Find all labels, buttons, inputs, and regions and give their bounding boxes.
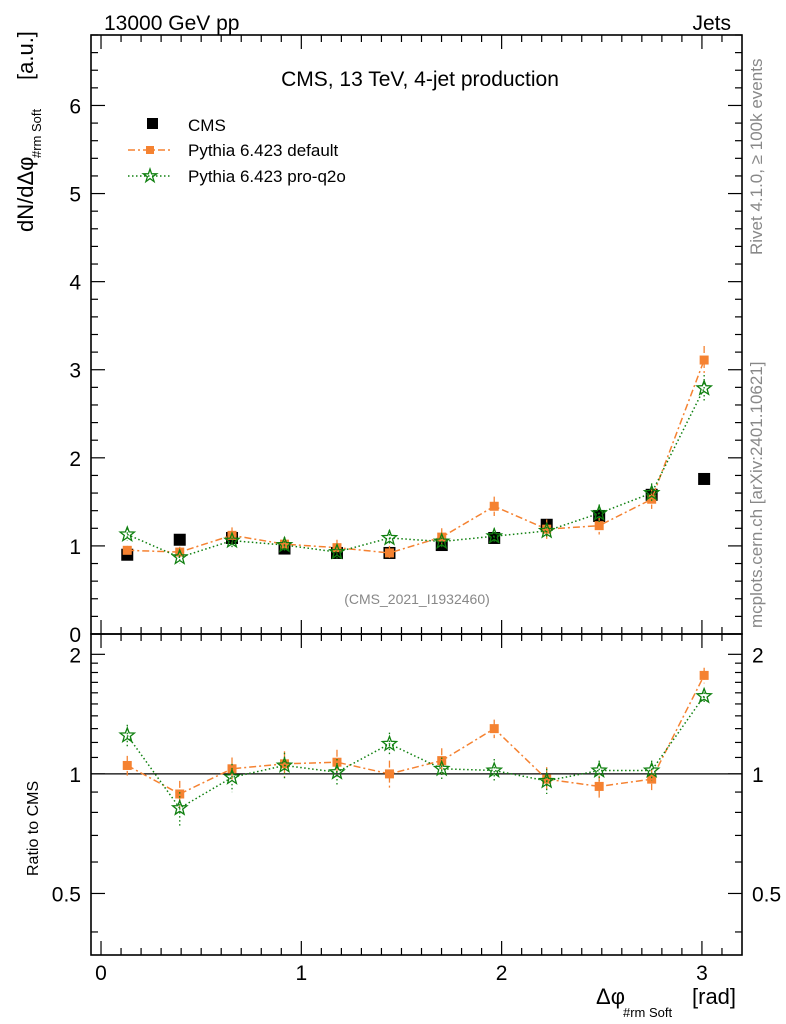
- ratio-y-tick-label-right: 0.5: [752, 883, 781, 906]
- legend-cms-label: CMS: [188, 116, 226, 135]
- ratio-proq2o-point: [380, 734, 399, 752]
- ratio-default-line: [126, 675, 705, 795]
- ratio-proq2o-point: [328, 762, 346, 780]
- x-tick-label: 3: [696, 962, 708, 985]
- pythia-proq2o-point: [275, 535, 294, 553]
- ratio-default-point: [384, 769, 394, 779]
- pythia-proq2o-point: [328, 542, 346, 560]
- ratio-default-point: [594, 781, 604, 791]
- main-y-axis-label: dN/dΔφ #rm Soft [a.u.]: [13, 31, 44, 232]
- pythia-default-point: [594, 521, 604, 531]
- ratio-proq2o-point: [537, 771, 556, 789]
- cms-data-point: [698, 472, 711, 485]
- ratio-default-point: [279, 759, 289, 769]
- ratio-proq2o-point: [642, 761, 661, 779]
- ratio-proq2o-point: [223, 768, 241, 785]
- main-ylabel-unit: [a.u.]: [13, 31, 38, 80]
- ratio-default-point: [332, 757, 342, 767]
- pythia-default-line: [127, 359, 705, 554]
- pythia-proq2o-point: [642, 483, 661, 501]
- ratio-y-tick-label-right: 1: [752, 764, 764, 787]
- ratio-data-layer: [91, 667, 742, 826]
- pythia-proq2o-point: [590, 503, 609, 521]
- x-axis-label: Δφ #rm Soft [rad]: [596, 984, 736, 1020]
- analysis-watermark: (CMS_2021_I1932460): [344, 591, 490, 607]
- pythia-default-point: [122, 545, 132, 555]
- pythia-proq2o-point: [485, 526, 504, 544]
- mcplots-reference-label: mcplots.cern.ch [arXiv:2401.10621]: [747, 362, 766, 628]
- pythia-proq2o-line: [126, 387, 705, 559]
- x-tick-label: 1: [295, 962, 307, 985]
- legend: CMS Pythia 6.423 default Pythia 6.423 pr…: [128, 116, 346, 186]
- ratio-y-tick-label: 1: [69, 764, 81, 787]
- ratio-axis-ticks: 0.5 0.5 1 1 2 2 0 1 2 3: [52, 634, 781, 985]
- x-tick-label: 0: [95, 962, 107, 985]
- legend-default-marker: [146, 146, 154, 154]
- pythia-proq2o-point: [118, 525, 137, 542]
- pythia-default-point: [489, 501, 499, 511]
- main-y-tick-label: 2: [69, 448, 81, 471]
- pythia-default-point: [542, 524, 552, 534]
- xlabel-text: Δφ: [596, 984, 625, 1009]
- ratio-y-tick-label-right: 2: [752, 644, 764, 667]
- main-y-tick-label: 4: [69, 272, 81, 295]
- pythia-default-point: [384, 548, 394, 558]
- ratio-proq2o-point: [695, 686, 714, 704]
- pythia-proq2o-point: [223, 531, 241, 549]
- main-y-tick-label: 5: [69, 184, 81, 207]
- main-y-tick-label: 1: [69, 536, 81, 559]
- xlabel-subscript: #rm Soft: [623, 1005, 673, 1020]
- main-ylabel-subscript: #rm Soft: [29, 108, 44, 158]
- main-y-tick-label: 3: [69, 360, 81, 383]
- pythia-proq2o-point: [380, 528, 399, 546]
- main-y-tick-label: 6: [69, 95, 81, 118]
- ratio-proq2o-point: [590, 761, 609, 779]
- header-right: Jets: [692, 12, 731, 35]
- ratio-y-axis-label: Ratio to CMS: [25, 781, 42, 876]
- legend-proq2o-label: Pythia 6.423 pro-q2o: [188, 167, 346, 186]
- ratio-y-tick-label: 2: [69, 644, 81, 667]
- legend-proq2o-marker: [141, 166, 159, 184]
- ratio-default-point: [122, 760, 132, 770]
- ratio-default-point: [699, 670, 709, 680]
- ratio-proq2o-point: [275, 756, 294, 774]
- ratio-proq2o-line: [126, 695, 705, 810]
- pythia-default-point: [699, 355, 709, 365]
- ratio-default-point: [542, 774, 552, 784]
- pythia-proq2o-point: [537, 521, 556, 539]
- ratio-proq2o-point: [432, 759, 451, 777]
- pythia-default-point: [279, 539, 289, 549]
- ratio-proq2o-point: [485, 761, 504, 779]
- pythia-proq2o-point: [432, 532, 451, 550]
- legend-cms-marker: [147, 118, 158, 129]
- pythia-default-point: [332, 543, 342, 553]
- pythia-proq2o-point: [695, 378, 714, 396]
- cms-data-point: [173, 533, 186, 546]
- chart-title: CMS, 13 TeV, 4-jet production: [281, 68, 559, 91]
- main-data-layer: [118, 345, 714, 565]
- pythia-default-point: [437, 532, 447, 542]
- header-left: 13000 GeV pp: [104, 12, 239, 35]
- pythia-default-point: [227, 530, 237, 540]
- ratio-y-tick-label: 0.5: [52, 883, 81, 906]
- xlabel-unit: [rad]: [692, 984, 736, 1009]
- rivet-version-label: Rivet 4.1.0, ≥ 100k events: [747, 59, 766, 255]
- x-tick-label: 2: [496, 962, 508, 985]
- legend-default-label: Pythia 6.423 default: [188, 141, 339, 160]
- ratio-panel-frame: [90, 633, 743, 956]
- main-y-tick-label: 0: [69, 624, 81, 647]
- main-axis-ticks: 0 1 2 3 4 5 6: [69, 34, 742, 647]
- ratio-default-point: [175, 789, 185, 799]
- ratio-proq2o-point: [118, 726, 137, 744]
- pythia-proq2o-point: [170, 548, 189, 565]
- ratio-default-point: [647, 774, 657, 784]
- ratio-default-point: [489, 724, 499, 734]
- pythia-default-point: [647, 494, 657, 504]
- ratio-proq2o-point: [170, 798, 189, 816]
- main-ylabel-text: dN/dΔφ: [13, 157, 38, 232]
